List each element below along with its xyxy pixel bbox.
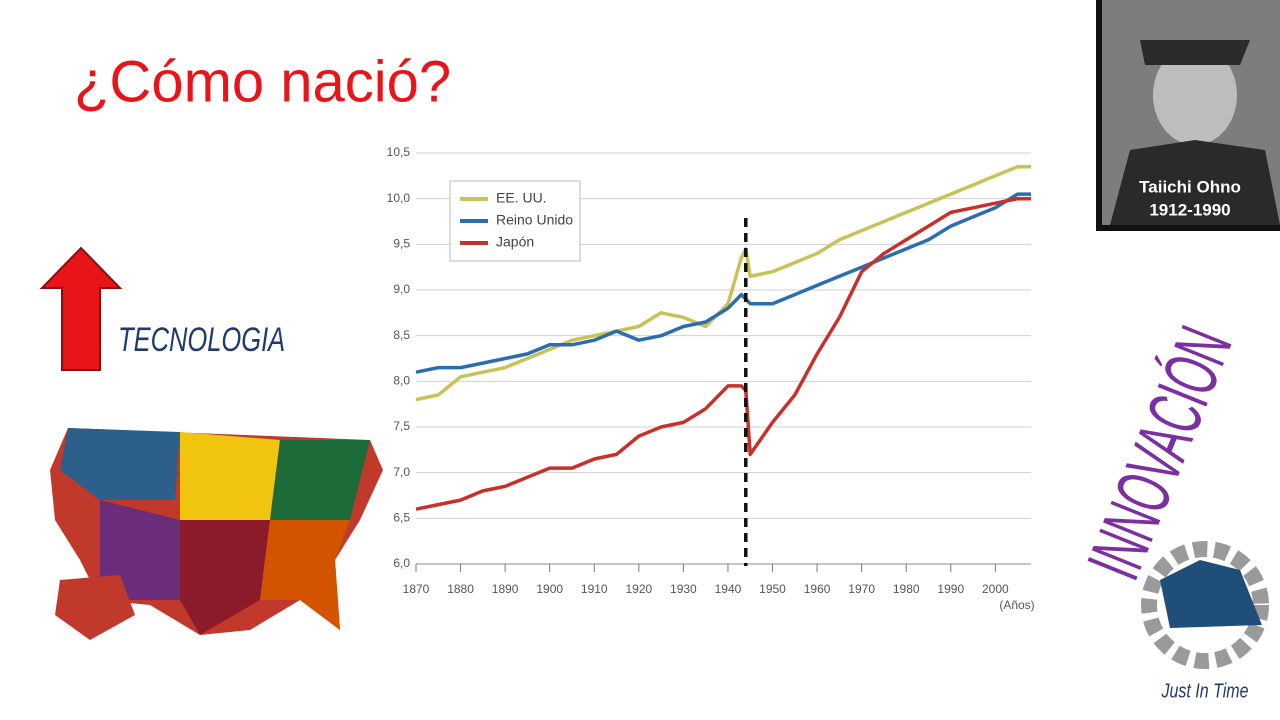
y-tick-label: 9,0 (393, 282, 410, 296)
us-brand-map (50, 428, 383, 640)
x-tick-label: 1960 (804, 582, 831, 596)
legend-label: EE. UU. (496, 190, 547, 206)
legend-label: Japón (496, 234, 534, 250)
up-arrow (39, 246, 123, 371)
photo-name: Taiichi Ohno (1139, 177, 1241, 196)
x-tick-label: 1980 (893, 582, 920, 596)
y-tick-label: 10,5 (387, 145, 411, 159)
x-tick-label: 1910 (581, 582, 608, 596)
chart: 6,0 6,5 7,0 7,5 8,0 8,5 9,0 9,5 10,0 10,5 1870 1880… (387, 145, 1035, 612)
logo: Just In Time (1141, 541, 1269, 702)
x-tick-label: 1940 (715, 582, 742, 596)
y-tick-label: 8,5 (393, 328, 410, 342)
photo: Taiichi Ohno 1912-1990 (1096, 0, 1280, 231)
y-tick-label: 6,0 (393, 556, 410, 570)
y-tick-label: 7,5 (393, 419, 410, 433)
x-tick-label: 1970 (848, 582, 875, 596)
series-line (415, 192, 1031, 374)
legend: EE. UU. Reino Unido Japón (449, 180, 581, 262)
x-tick-label: 1920 (625, 582, 652, 596)
photo-years: 1912-1990 (1149, 200, 1230, 219)
x-tick-label: 1950 (759, 582, 786, 596)
x-tick-label: 1890 (492, 582, 519, 596)
x-tick-label: 1990 (937, 582, 964, 596)
series-line (415, 164, 1031, 402)
x-tick-label: 1900 (536, 582, 563, 596)
y-tick-label: 7,0 (393, 465, 410, 479)
legend-label: Reino Unido (496, 212, 573, 228)
x-tick-label: 1930 (670, 582, 697, 596)
logo-text: Just In Time (1161, 680, 1249, 702)
y-tick-label: 9,5 (393, 237, 410, 251)
slide-title: ¿Cómo nació? (74, 49, 451, 114)
x-tick-label: 1880 (447, 582, 474, 596)
x-axis-label: (Años) (999, 598, 1034, 612)
series-line (415, 196, 1031, 511)
y-tick-label: 8,0 (393, 374, 410, 388)
y-tick-label: 10,0 (387, 191, 411, 205)
technology-label: TECNOLOGIA (118, 322, 285, 359)
y-tick-label: 6,5 (393, 511, 410, 525)
x-tick-label: 1870 (403, 582, 430, 596)
x-tick-label: 2000 (982, 582, 1009, 596)
